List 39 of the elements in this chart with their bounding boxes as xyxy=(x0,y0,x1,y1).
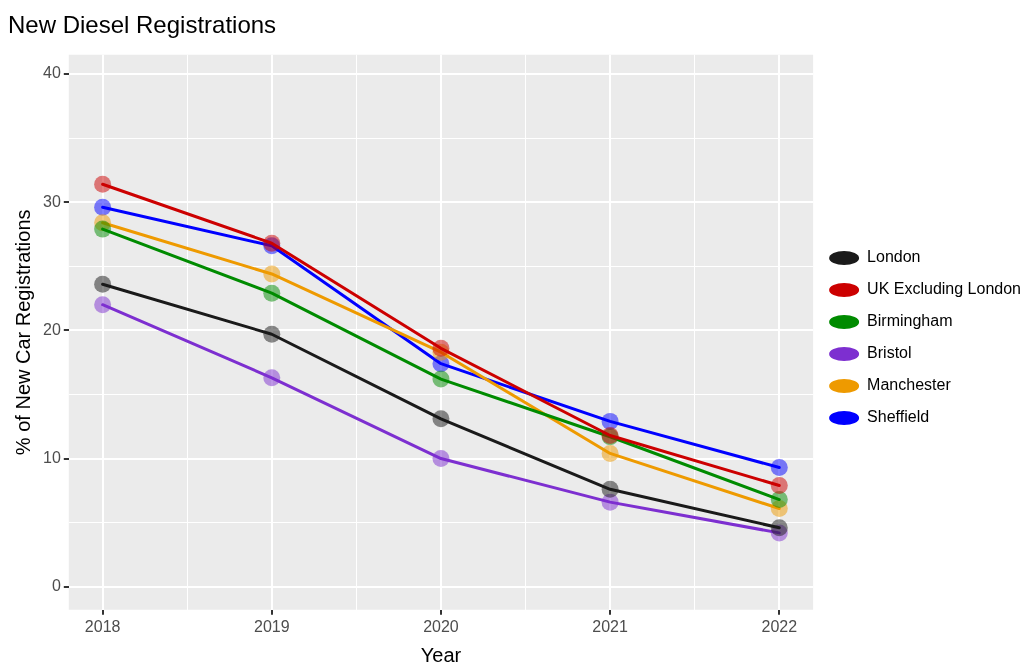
point xyxy=(432,339,450,357)
y-tick-label: 10 xyxy=(43,448,61,466)
x-tick-label: 2020 xyxy=(423,617,459,635)
y-axis-title: % of New Car Registrations xyxy=(11,209,34,456)
y-tick-label: 30 xyxy=(43,192,61,210)
legend-label: Birmingham xyxy=(867,312,953,330)
point xyxy=(263,284,281,302)
point xyxy=(601,444,619,462)
point xyxy=(601,412,619,430)
x-tick-label: 2018 xyxy=(84,617,121,635)
x-tick-label: 2019 xyxy=(254,617,290,635)
legend-label: UK Excluding London xyxy=(867,280,1022,298)
point xyxy=(432,450,450,468)
x-tick-label: 2022 xyxy=(761,617,798,635)
point xyxy=(263,325,281,343)
y-tick-label: 0 xyxy=(51,577,61,595)
point xyxy=(770,491,788,509)
point xyxy=(770,519,788,537)
y-tick-label: 20 xyxy=(43,320,61,338)
point xyxy=(770,476,788,494)
x-axis-title: Year xyxy=(420,643,462,666)
point xyxy=(94,275,112,293)
point xyxy=(263,265,281,283)
point xyxy=(432,370,450,388)
point xyxy=(94,175,112,193)
y-tick-label: 40 xyxy=(43,64,61,82)
point xyxy=(770,459,788,477)
chart-title: New Diesel Registrations xyxy=(8,11,277,39)
legend-label: London xyxy=(867,248,921,266)
point xyxy=(263,369,281,387)
point xyxy=(432,410,450,428)
legend-label: Sheffield xyxy=(867,408,930,426)
point xyxy=(94,296,112,314)
point xyxy=(94,198,112,216)
legend-label: Bristol xyxy=(867,344,912,362)
point xyxy=(601,480,619,498)
point xyxy=(94,220,112,238)
legend-label: Manchester xyxy=(867,376,952,394)
x-tick-label: 2021 xyxy=(592,617,629,635)
